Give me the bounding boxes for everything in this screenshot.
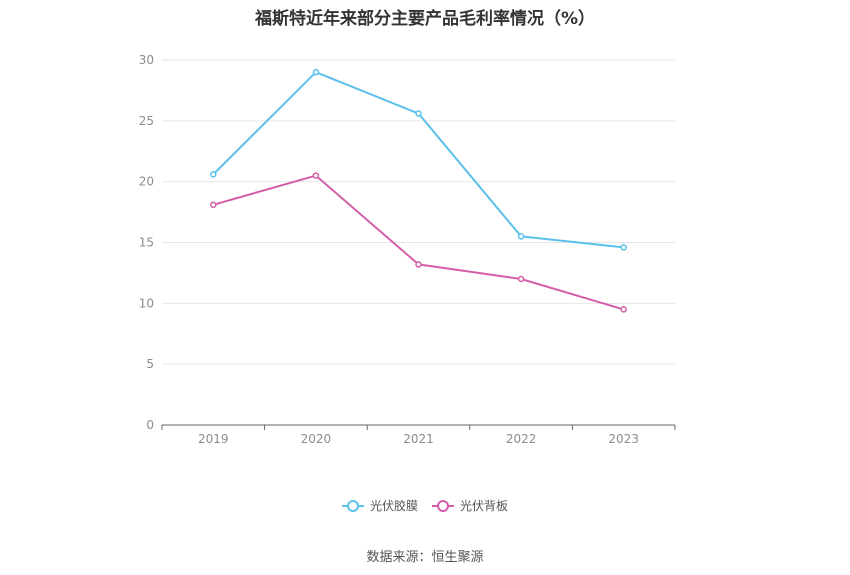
x-tick-label: 2020 — [301, 432, 332, 446]
legend-item-1[interactable]: 光伏胶膜 — [342, 498, 418, 513]
series-1 — [210, 68, 627, 251]
y-tick-label: 25 — [139, 114, 154, 128]
legend-item-2[interactable]: 光伏背板 — [432, 499, 508, 513]
legend[interactable]: 光伏胶膜 光伏背板 — [342, 498, 508, 513]
legend-label: 光伏背板 — [460, 499, 508, 513]
legend-label: 光伏胶膜 — [370, 498, 418, 513]
data-point[interactable] — [517, 233, 525, 240]
x-tick-label: 2019 — [198, 432, 229, 446]
y-tick-label: 10 — [139, 296, 154, 310]
data-point[interactable] — [620, 244, 627, 251]
data-point[interactable] — [210, 171, 217, 178]
legend-marker — [437, 500, 449, 512]
y-tick-label: 5 — [146, 357, 154, 371]
y-tick-label: 15 — [139, 236, 154, 250]
series-line — [212, 71, 624, 249]
data-point[interactable] — [312, 68, 320, 76]
data-point[interactable] — [415, 110, 422, 117]
axis-layer: 0 5 10 15 20 25 30 2019 2020 2021 2022 2023 — [139, 53, 676, 446]
y-tick-label: 20 — [139, 175, 154, 189]
x-tick-label: 2021 — [403, 432, 434, 446]
x-tick-label: 2022 — [506, 432, 537, 446]
series-layer — [210, 68, 627, 313]
chart-title: 福斯特近年来部分主要产品毛利率情况（%） — [254, 9, 596, 29]
data-point[interactable] — [210, 201, 217, 209]
y-tick-label: 30 — [139, 53, 154, 67]
series-2 — [210, 172, 627, 313]
data-point[interactable] — [312, 172, 320, 179]
legend-marker — [347, 500, 359, 512]
data-point[interactable] — [620, 306, 627, 313]
data-point[interactable] — [517, 275, 525, 283]
y-tick-label: 0 — [146, 418, 154, 432]
x-tick-label: 2023 — [608, 432, 639, 446]
data-source: 数据来源：恒生聚源 — [366, 550, 484, 565]
grid-layer — [162, 59, 675, 365]
data-point[interactable] — [415, 261, 422, 268]
